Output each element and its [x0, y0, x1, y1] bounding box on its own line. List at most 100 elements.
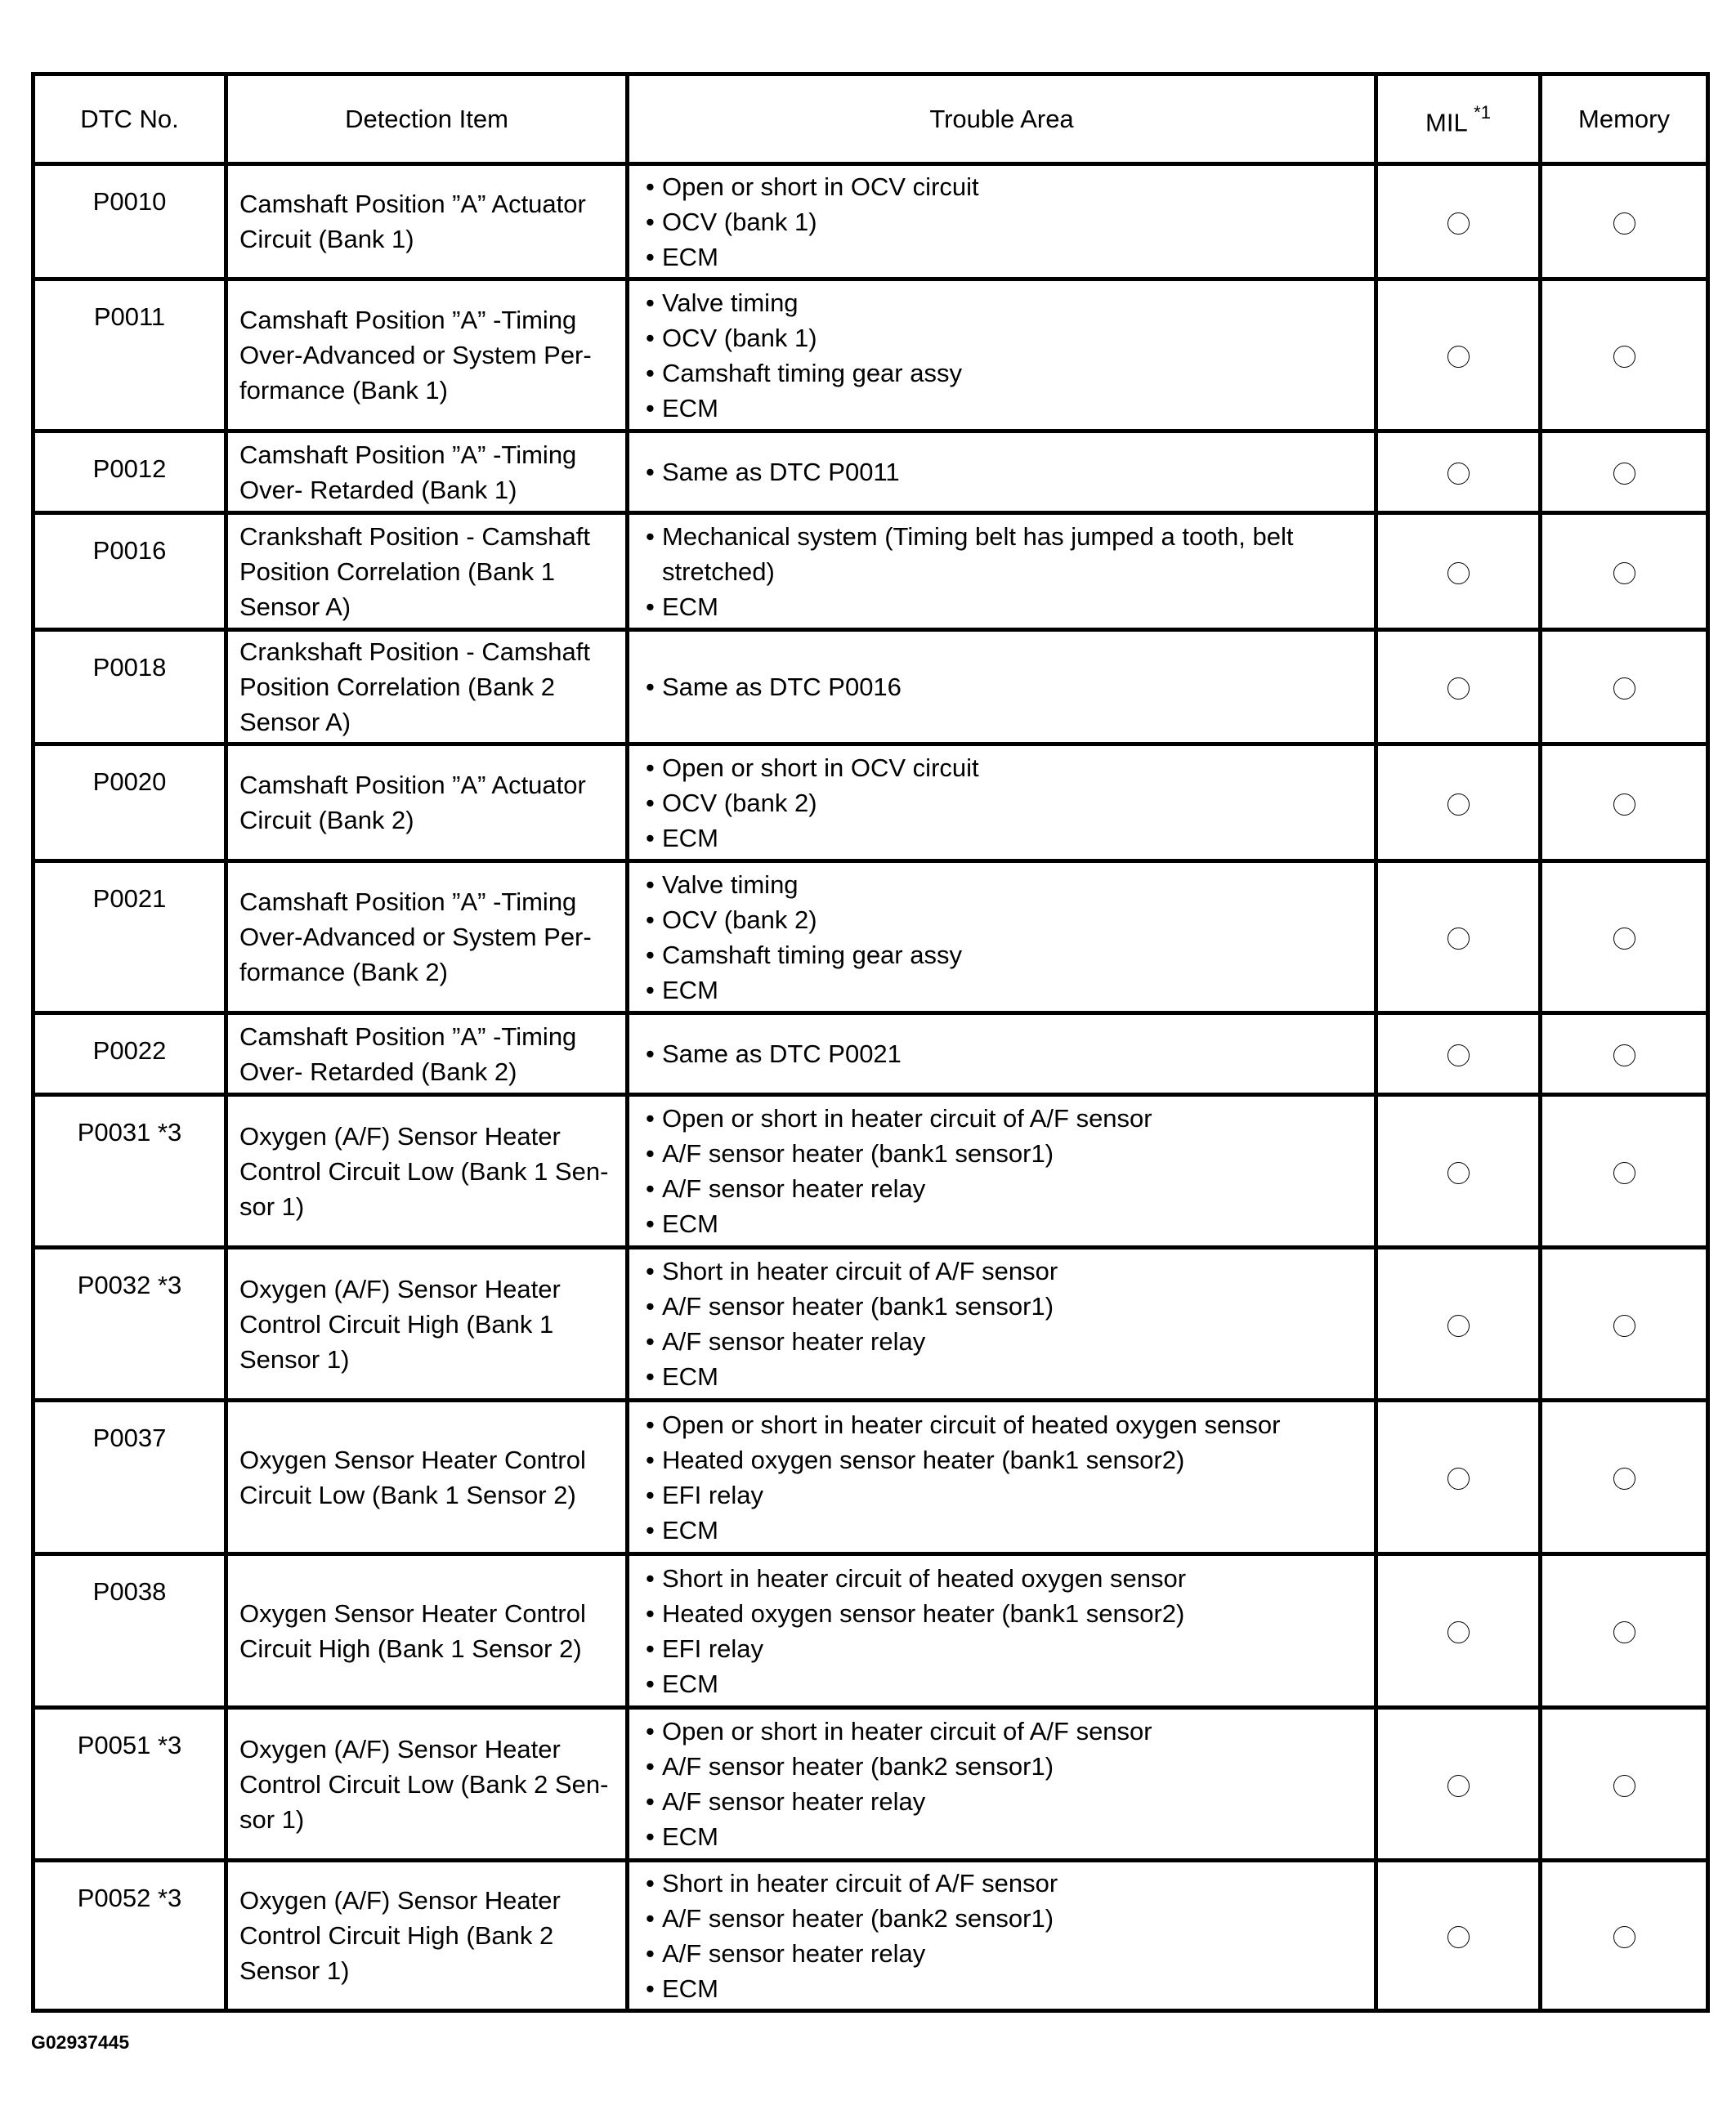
circle-mark-icon: [1447, 928, 1470, 950]
trouble-item: ECM: [641, 391, 1362, 426]
dtc-code: P0051 *3: [31, 1705, 228, 1862]
dtc-code: P0010: [31, 162, 228, 281]
detection-item: Oxygen (A/F) Sensor Heater Control Circu…: [224, 1705, 629, 1862]
table-row: P0052 *3 Oxygen (A/F) Sensor Heater Cont…: [31, 1858, 1710, 2013]
table-row: P0010 Camshaft Position ”A” Actuator Cir…: [31, 162, 1710, 281]
trouble-item: EFI relay: [641, 1477, 1362, 1513]
trouble-area: Short in heater circuit of A/F sensorA/F…: [625, 1245, 1378, 1402]
trouble-item: Short in heater circuit of A/F sensor: [641, 1866, 1362, 1901]
trouble-area: Open or short in OCV circuitOCV (bank 1)…: [625, 162, 1378, 281]
table-row: P0051 *3 Oxygen (A/F) Sensor Heater Cont…: [31, 1705, 1710, 1862]
memory-cell: [1538, 859, 1710, 1015]
memory-cell: [1538, 1093, 1710, 1249]
trouble-area: Open or short in heater circuit of heate…: [625, 1398, 1378, 1556]
memory-cell: [1538, 277, 1710, 433]
trouble-area: Open or short in heater circuit of A/F s…: [625, 1705, 1378, 1862]
detection-item: Oxygen Sensor Heater Control Circuit Low…: [224, 1398, 629, 1556]
memory-cell: [1538, 1705, 1710, 1862]
circle-mark-icon: [1447, 1926, 1470, 1949]
trouble-item: A/F sensor heater (bank1 sensor1): [641, 1289, 1362, 1324]
circle-mark-icon: [1613, 1774, 1635, 1797]
table-row: P0018 Crankshaft Position - Camshaft Pos…: [31, 628, 1710, 746]
detection-item: Camshaft Position ”A” -Timing Over-Advan…: [224, 277, 629, 433]
trouble-item: ECM: [641, 1819, 1362, 1854]
trouble-item: A/F sensor heater (bank2 sensor1): [641, 1901, 1362, 1936]
circle-mark-icon: [1447, 1468, 1470, 1491]
mil-cell: [1374, 1093, 1542, 1249]
trouble-item: OCV (bank 1): [641, 320, 1362, 355]
table-row: P0016 Crankshaft Position - Camshaft Pos…: [31, 511, 1710, 632]
detection-item: Camshaft Position ”A” -Timing Over-Advan…: [224, 859, 629, 1015]
memory-cell: [1538, 742, 1710, 863]
memory-cell: [1538, 1552, 1710, 1710]
trouble-area: Valve timingOCV (bank 1)Camshaft timing …: [625, 277, 1378, 433]
memory-cell: [1538, 628, 1710, 746]
table-row: P0032 *3 Oxygen (A/F) Sensor Heater Cont…: [31, 1245, 1710, 1402]
memory-cell: [1538, 1011, 1710, 1097]
table-row: P0011 Camshaft Position ”A” -Timing Over…: [31, 277, 1710, 433]
trouble-area: Open or short in OCV circuitOCV (bank 2)…: [625, 742, 1378, 863]
trouble-item: Camshaft timing gear assy: [641, 937, 1362, 972]
trouble-item: A/F sensor heater (bank1 sensor1): [641, 1136, 1362, 1171]
circle-mark-icon: [1613, 928, 1635, 950]
memory-cell: [1538, 1858, 1710, 2013]
mil-cell: [1374, 1858, 1542, 2013]
memory-cell: [1538, 1398, 1710, 1556]
trouble-area: Same as DTC P0011: [625, 429, 1378, 515]
trouble-item: ECM: [641, 1359, 1362, 1394]
trouble-item: Short in heater circuit of heated oxygen…: [641, 1561, 1362, 1596]
trouble-item: Open or short in heater circuit of A/F s…: [641, 1714, 1362, 1749]
detection-item: Crankshaft Position - Camshaft Position …: [224, 628, 629, 746]
mil-cell: [1374, 1705, 1542, 1862]
memory-cell: [1538, 1245, 1710, 1402]
mil-cell: [1374, 1245, 1542, 1402]
circle-mark-icon: [1613, 677, 1635, 700]
mil-cell: [1374, 162, 1542, 281]
circle-mark-icon: [1447, 1161, 1470, 1184]
trouble-item: Open or short in heater circuit of A/F s…: [641, 1101, 1362, 1136]
table-row: P0022 Camshaft Position ”A” -Timing Over…: [31, 1011, 1710, 1097]
circle-mark-icon: [1613, 346, 1635, 369]
mil-cell: [1374, 742, 1542, 863]
dtc-code: P0012: [31, 429, 228, 515]
trouble-item: ECM: [641, 1971, 1362, 2006]
mil-cell: [1374, 628, 1542, 746]
trouble-item: ECM: [641, 1206, 1362, 1241]
trouble-item: Same as DTC P0011: [641, 454, 1362, 489]
trouble-item: Mechanical system (Timing belt has jumpe…: [641, 519, 1362, 589]
circle-mark-icon: [1447, 561, 1470, 584]
trouble-item: Open or short in OCV circuit: [641, 169, 1362, 204]
dtc-code: P0021: [31, 859, 228, 1015]
mil-cell: [1374, 1011, 1542, 1097]
trouble-item: OCV (bank 1): [641, 204, 1362, 239]
trouble-area: Same as DTC P0016: [625, 628, 1378, 746]
dtc-code: P0018: [31, 628, 228, 746]
memory-cell: [1538, 511, 1710, 632]
circle-mark-icon: [1447, 793, 1470, 816]
dtc-code: P0022: [31, 1011, 228, 1097]
trouble-area: Open or short in heater circuit of A/F s…: [625, 1093, 1378, 1249]
header-trouble-area: Trouble Area: [625, 72, 1378, 166]
circle-mark-icon: [1613, 1926, 1635, 1949]
dtc-code: P0052 *3: [31, 1858, 228, 2013]
circle-mark-icon: [1613, 212, 1635, 235]
header-row: DTC No. Detection Item Trouble Area MIL …: [31, 72, 1710, 166]
dtc-code: P0031 *3: [31, 1093, 228, 1249]
circle-mark-icon: [1447, 1314, 1470, 1337]
header-memory: Memory: [1538, 72, 1710, 166]
table-row: P0038 Oxygen Sensor Heater Control Circu…: [31, 1552, 1710, 1710]
mil-cell: [1374, 1552, 1542, 1710]
detection-item: Oxygen (A/F) Sensor Heater Control Circu…: [224, 1093, 629, 1249]
circle-mark-icon: [1447, 212, 1470, 235]
trouble-item: Same as DTC P0016: [641, 669, 1362, 704]
trouble-item: Camshaft timing gear assy: [641, 355, 1362, 391]
circle-mark-icon: [1613, 1468, 1635, 1491]
mil-label: MIL: [1425, 108, 1467, 137]
circle-mark-icon: [1613, 463, 1635, 485]
trouble-item: ECM: [641, 972, 1362, 1008]
circle-mark-icon: [1447, 346, 1470, 369]
circle-mark-icon: [1447, 677, 1470, 700]
mil-footnote: *1: [1474, 101, 1491, 123]
trouble-item: Open or short in heater circuit of heate…: [641, 1407, 1362, 1442]
circle-mark-icon: [1613, 793, 1635, 816]
